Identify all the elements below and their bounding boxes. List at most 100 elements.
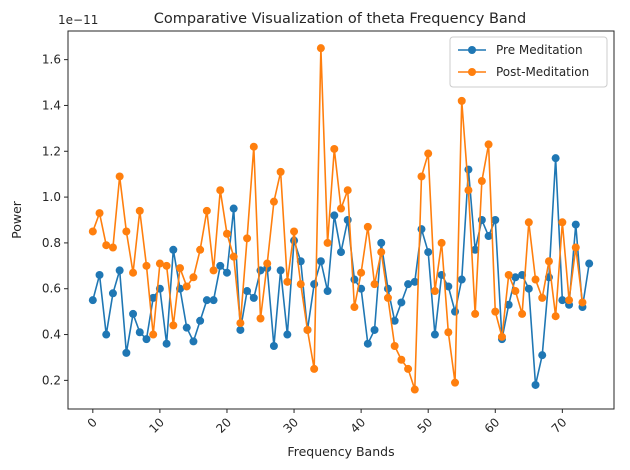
data-point — [135, 328, 144, 337]
data-point — [383, 293, 392, 302]
data-point — [155, 259, 164, 268]
data-point — [162, 261, 171, 270]
x-axis-label: Frequency Bands — [287, 444, 394, 459]
data-point — [296, 280, 305, 289]
data-point — [222, 229, 231, 238]
data-point — [424, 248, 433, 257]
data-point — [565, 296, 574, 305]
data-point — [497, 332, 506, 341]
data-point — [471, 309, 480, 318]
data-point — [316, 44, 325, 53]
data-point — [169, 321, 178, 330]
data-point — [330, 211, 339, 220]
data-point — [370, 280, 379, 289]
data-point — [108, 289, 117, 298]
data-point — [578, 298, 587, 307]
data-point — [283, 330, 292, 339]
legend-label: Post-Meditation — [496, 65, 589, 79]
data-point — [417, 172, 426, 181]
legend-box — [449, 36, 608, 88]
data-point — [377, 238, 386, 247]
data-point — [417, 225, 426, 234]
data-point — [176, 264, 185, 273]
data-point — [410, 277, 419, 286]
data-point — [129, 309, 138, 318]
data-point — [303, 325, 312, 334]
data-point — [451, 307, 460, 316]
data-point — [383, 284, 392, 293]
x-tick-label: 10 — [146, 415, 167, 436]
data-point — [471, 245, 480, 254]
data-point — [283, 277, 292, 286]
data-point — [229, 252, 238, 261]
y-axis-multiplier: 1e−11 — [58, 13, 98, 27]
series-1 — [88, 154, 594, 389]
data-point — [323, 238, 332, 247]
data-point — [444, 282, 453, 291]
series-line-2 — [92, 47, 584, 391]
data-point — [457, 275, 466, 284]
data-point — [350, 275, 359, 284]
data-point — [182, 323, 191, 332]
data-point — [350, 303, 359, 312]
data-point — [209, 296, 218, 305]
legend-swatch-marker — [468, 46, 476, 54]
data-point — [504, 300, 513, 309]
y-axis-label: Power — [9, 200, 24, 239]
data-point — [95, 270, 104, 279]
data-point — [316, 257, 325, 266]
data-point — [377, 248, 386, 257]
data-point — [102, 330, 111, 339]
data-point — [129, 268, 138, 277]
data-point — [182, 282, 191, 291]
data-point — [571, 243, 580, 252]
data-point — [189, 337, 198, 346]
series-layer — [88, 44, 594, 394]
data-point — [531, 275, 540, 284]
y-tick-label: 0.8 — [42, 236, 61, 250]
data-point — [202, 206, 211, 215]
x-tick-label: 60 — [482, 415, 503, 436]
legend-items: Pre Meditation Post-Meditation — [458, 43, 589, 79]
data-point — [95, 209, 104, 218]
data-point — [337, 248, 345, 257]
data-point — [202, 296, 211, 305]
data-point — [484, 232, 493, 241]
data-point — [343, 186, 352, 195]
data-point — [142, 261, 151, 270]
data-point — [330, 144, 339, 153]
data-point — [149, 293, 158, 302]
data-point — [363, 339, 372, 348]
y-tick-label: 1.2 — [42, 144, 61, 158]
y-axis-ticks: 0.2 0.4 0.6 0.8 1.0 1.2 1.4 1.6 — [42, 53, 68, 387]
data-point — [504, 270, 513, 279]
data-point — [404, 280, 413, 289]
legend-item-1: Pre Meditation — [458, 43, 583, 57]
data-point — [551, 154, 560, 163]
data-point — [236, 325, 245, 334]
data-point — [209, 266, 218, 275]
x-axis-ticks: 0 10 20 30 40 50 60 70 — [85, 409, 569, 436]
y-tick-label: 1.4 — [42, 98, 61, 112]
data-point — [571, 220, 580, 229]
data-point — [524, 218, 533, 227]
data-point — [511, 287, 520, 296]
data-point — [524, 284, 533, 293]
data-point — [518, 309, 527, 318]
data-point — [337, 204, 345, 213]
data-point — [538, 293, 547, 302]
data-point — [437, 238, 446, 247]
data-point — [544, 257, 553, 266]
data-point — [135, 206, 144, 215]
data-point — [249, 293, 258, 302]
data-point — [243, 287, 252, 296]
x-tick-label: 40 — [348, 415, 369, 436]
series-2 — [88, 44, 587, 394]
legend-label: Pre Meditation — [496, 43, 583, 57]
data-point — [491, 216, 500, 224]
data-point — [269, 342, 278, 350]
y-tick-label: 1.0 — [42, 190, 61, 204]
legend-swatch-marker — [468, 68, 476, 76]
x-tick-label: 20 — [213, 415, 234, 436]
